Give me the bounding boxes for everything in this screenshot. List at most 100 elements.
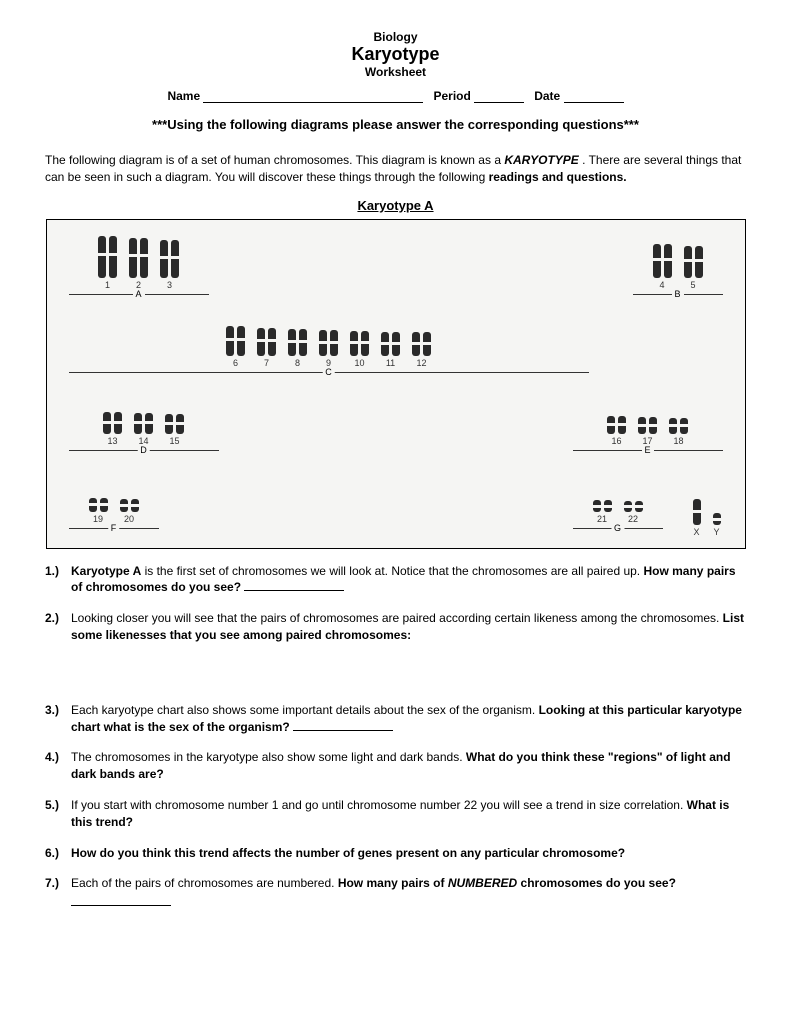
chromosome-icon — [669, 418, 677, 434]
chromosome-icon — [288, 329, 296, 356]
chromosome-icon — [131, 499, 139, 512]
name-date-row: Name Period Date — [45, 89, 746, 103]
pair — [134, 413, 153, 434]
question-text: NUMBERED — [448, 876, 517, 890]
question-number: 4.) — [45, 749, 71, 783]
question-body: Each of the pairs of chromosomes are num… — [71, 875, 746, 906]
intro-readings-word: readings and questions. — [489, 170, 627, 184]
chromosome-icon — [319, 330, 327, 356]
chromosome-icon — [635, 501, 643, 512]
chromosome-pair: 10 — [350, 331, 369, 368]
instruction-line: ***Using the following diagrams please a… — [45, 117, 746, 132]
pair — [288, 329, 307, 356]
pair — [412, 332, 431, 356]
chromosome-pair: 5 — [684, 246, 703, 290]
chromosome-icon — [664, 244, 672, 278]
group-label: F — [108, 523, 120, 533]
pairs-line: 6789101112 — [220, 326, 437, 368]
group-label: D — [137, 445, 150, 455]
karyotype-diagram: 123A45B6789101112C131415D161718E1920F212… — [46, 219, 746, 549]
chromosome-pair: 8 — [288, 329, 307, 368]
worksheet-page: Biology Karyotype Worksheet Name Period … — [0, 0, 791, 950]
chromosome-number: 16 — [611, 436, 621, 446]
group-arrow: F — [69, 525, 159, 537]
chromosome-number: 5 — [690, 280, 695, 290]
chromosome-number: 20 — [124, 514, 134, 524]
chromosome-icon — [98, 236, 106, 278]
pairs-line: 1920 — [83, 498, 145, 524]
question-text: is the first set of chromosomes we will … — [141, 564, 643, 578]
answer-blank[interactable] — [244, 581, 344, 591]
questions-list: 1.)Karyotype A is the first set of chrom… — [45, 563, 746, 907]
chromosome-group: 131415D — [69, 412, 219, 459]
chromosome-pair: 22 — [624, 501, 643, 524]
chromosome-icon — [624, 501, 632, 512]
pairs-line: 2122 — [587, 500, 649, 524]
chromosome-number: 18 — [673, 436, 683, 446]
period-blank[interactable] — [474, 91, 524, 103]
chromosome-pair: 16 — [607, 416, 626, 446]
chromosome-icon — [268, 328, 276, 356]
period-label: Period — [433, 89, 470, 103]
chromosome-group: 45B — [633, 244, 723, 303]
pair — [129, 238, 148, 278]
question: 3.) Each karyotype chart also shows some… — [45, 702, 746, 736]
subtitle: Worksheet — [45, 65, 746, 79]
pair — [98, 236, 117, 278]
question-text: If you start with chromosome number 1 an… — [71, 798, 687, 812]
y-chromosome-pair: Y — [713, 513, 721, 537]
chromosome-pair: 1 — [98, 236, 117, 290]
pair — [89, 498, 108, 512]
chromosome-icon — [604, 500, 612, 512]
chromosome-icon — [109, 236, 117, 278]
pair — [593, 500, 612, 512]
chromosome-icon — [680, 418, 688, 434]
question-text: chromosomes do you see? — [517, 876, 676, 890]
intro-karyotype-word: KARYOTYPE — [504, 153, 578, 167]
x-label: X — [693, 527, 699, 537]
chromosome-group: 161718E — [573, 416, 723, 459]
chromosome-icon — [257, 328, 265, 356]
answer-blank[interactable] — [71, 896, 171, 906]
y-label: Y — [713, 527, 719, 537]
chromosome-icon — [237, 326, 245, 356]
name-blank[interactable] — [203, 91, 423, 103]
question-body: How do you think this trend affects the … — [71, 845, 746, 862]
pair — [226, 326, 245, 356]
question-number: 7.) — [45, 875, 71, 906]
chromosome-number: 7 — [264, 358, 269, 368]
chromosome-number: 13 — [107, 436, 117, 446]
group-arrow: D — [69, 447, 219, 459]
chromosome-number: 10 — [354, 358, 364, 368]
pair — [319, 330, 338, 356]
chromosome-number: 22 — [628, 514, 638, 524]
name-label: Name — [167, 89, 200, 103]
group-arrow: A — [69, 291, 209, 303]
group-arrow: G — [573, 525, 663, 537]
karyotype-a-title: Karyotype A — [45, 198, 746, 213]
pair — [638, 417, 657, 434]
answer-blank[interactable] — [293, 721, 393, 731]
spacer — [45, 658, 746, 688]
question-body: Looking closer you will see that the pai… — [71, 610, 746, 644]
karyotype-row: 131415D 161718E — [65, 387, 727, 459]
question: 1.)Karyotype A is the first set of chrom… — [45, 563, 746, 597]
chromosome-group: 1920F — [69, 498, 159, 537]
question-number: 6.) — [45, 845, 71, 862]
chromosome-icon — [100, 498, 108, 512]
chromosome-icon — [361, 331, 369, 356]
chromosome-pair: 9 — [319, 330, 338, 368]
chromosome-pair: 13 — [103, 412, 122, 446]
chromosome-icon — [350, 331, 358, 356]
pairs-line: 123 — [92, 236, 185, 290]
chromosome-icon — [120, 499, 128, 512]
group-label: C — [322, 367, 335, 377]
date-blank[interactable] — [564, 91, 624, 103]
pair — [713, 513, 721, 525]
karyotype-row: 6789101112C — [65, 309, 727, 381]
chromosome-pair: 18 — [669, 418, 688, 446]
pair — [381, 332, 400, 356]
intro-paragraph: The following diagram is of a set of hum… — [45, 152, 746, 186]
chromosome-number: 1 — [105, 280, 110, 290]
chromosome-icon — [160, 240, 168, 278]
